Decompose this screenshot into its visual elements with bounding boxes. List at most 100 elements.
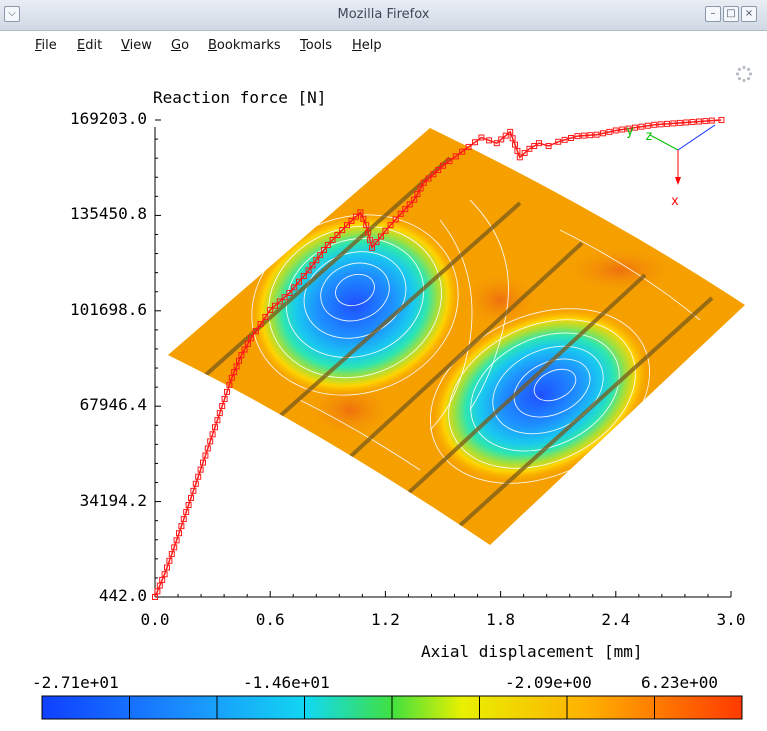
data-point-marker [435,167,442,174]
data-point-marker [580,132,587,139]
data-point-marker [516,154,523,161]
data-point-marker [365,229,372,236]
stiffener-lines [198,156,714,532]
data-point-marker [231,369,238,376]
close-icon[interactable]: × [741,6,757,22]
data-point-marker [352,213,359,220]
data-point-marker [236,357,242,364]
y-tick-label: 34194.2 [79,490,147,510]
data-point-marker [214,417,221,424]
triad-z-label: z [645,129,653,144]
data-point-marker [478,134,485,141]
data-point-marker [317,252,324,259]
x-tick-label: 1.2 [370,610,400,629]
data-point-marker [514,147,521,154]
data-point-marker [257,321,264,328]
data-point-marker [197,466,204,473]
data-point-marker [276,298,283,305]
menu-view-label: View [121,38,152,53]
menu-go[interactable]: Go [171,38,189,53]
data-point-marker [502,132,509,139]
data-point-marker [291,284,298,291]
x-tick-label: 2.4 [601,610,631,629]
maximize-icon[interactable]: □ [723,6,739,22]
data-point-marker [305,267,312,274]
data-point-marker [612,127,619,134]
data-point-marker [216,410,223,417]
menu-edit[interactable]: Edit [77,38,102,53]
data-point-marker [334,232,341,239]
y-tick-label: 67946.4 [79,395,147,415]
data-point-marker [348,217,355,224]
data-point-marker [486,137,493,144]
chevron-down-icon[interactable]: ⌵ [4,6,20,22]
contour-lines [251,199,701,484]
data-point-marker [367,237,374,244]
chart-title: Reaction force [N] [153,88,327,107]
data-point-marker [512,141,518,148]
data-point-marker [430,171,437,178]
data-point-marker [651,121,658,128]
menu-help[interactable]: Help [352,38,382,53]
data-point-marker [574,133,581,140]
data-point-marker [568,135,574,142]
contour-surface [168,128,745,545]
data-point-marker [176,530,182,537]
data-point-marker [154,588,161,595]
data-point-marker [296,278,302,285]
data-point-marker [561,136,568,143]
data-point-marker [718,117,725,123]
data-point-marker [509,135,516,142]
data-point-marker [238,352,245,359]
minimize-icon[interactable]: – [705,6,721,22]
loading-icon [735,65,753,83]
data-point-marker [166,557,173,564]
data-point-marker [387,222,394,229]
data-point-marker [313,257,320,264]
menu-tools[interactable]: Tools [300,38,332,53]
menu-bookmarks-label: Bookmarks [208,38,281,53]
data-point-marker [465,143,472,150]
data-point-marker [209,431,216,438]
data-point-marker [221,395,228,402]
colorbar-label-3: -2.09e+00 [505,673,592,692]
data-point-marker [195,473,202,480]
menu-view[interactable]: View [121,38,152,53]
y-tick-label: 101698.6 [69,299,147,319]
colorbar-label-min: -2.71e+01 [32,673,119,692]
data-point-marker [164,564,170,571]
data-point-marker [446,158,453,165]
data-point-marker [507,128,514,135]
series-line [154,119,722,598]
data-point-marker [156,582,163,589]
x-tick-label: 3.0 [716,610,746,629]
data-point-marker [286,289,293,296]
data-point-marker [320,247,327,254]
x-axis-label: Axial displacement [mm] [421,642,643,661]
data-point-marker [329,236,336,243]
menu-file[interactable]: File [35,38,57,53]
data-point-marker [212,424,218,431]
hot-spot-3 [560,245,680,295]
x-tick-label: 0.6 [255,610,285,629]
data-point-marker [241,346,248,353]
data-point-marker [244,340,251,347]
data-point-marker [638,123,645,130]
data-point-marker [324,241,331,248]
data-point-marker [414,191,421,198]
y-tick-label: 135450.8 [69,204,147,224]
data-point-marker [498,136,505,143]
menu-edit-label: Edit [77,38,103,53]
data-point-marker [188,494,194,501]
data-point-marker [696,118,702,125]
menu-tools-label: Tools [300,38,333,53]
menu-bookmarks[interactable]: Bookmarks [208,38,281,53]
x-tick-label: 0.0 [140,610,170,629]
data-point-marker [406,201,413,208]
data-point-marker [545,143,552,150]
data-point-marker [344,222,350,229]
window-title: Mozilla Firefox [337,7,430,22]
data-point-marker [190,487,197,494]
axes-triad-icon: y z x [626,124,716,209]
